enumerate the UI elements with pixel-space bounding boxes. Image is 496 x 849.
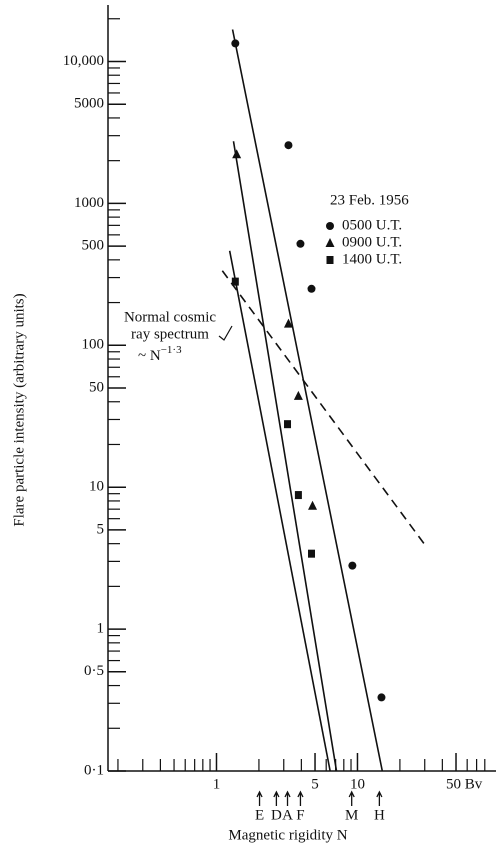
annotation-formula: ~ N−1·3 xyxy=(138,344,182,365)
y-tick-label: 500 xyxy=(82,238,105,254)
x-axis-label: Magnetic rigidity N xyxy=(228,827,347,843)
annotation-line: Normal cosmic xyxy=(124,309,216,325)
y-tick-label: 10 xyxy=(89,479,104,495)
x-tick-label: 10 xyxy=(350,776,365,792)
marker xyxy=(307,284,316,293)
rigidity-label: A xyxy=(282,807,293,823)
rigidity-label: M xyxy=(345,807,358,823)
y-tick-label: 0·1 xyxy=(84,762,104,778)
marker xyxy=(377,693,386,702)
formula: ~ N xyxy=(138,348,161,364)
rigidity-arrow xyxy=(273,790,280,806)
marker xyxy=(232,149,242,159)
marker xyxy=(296,239,305,248)
y-tick-label: 0·5 xyxy=(84,663,104,679)
y-tick-label: 100 xyxy=(82,337,105,353)
legend-marker xyxy=(326,222,334,230)
marker xyxy=(284,141,293,150)
rigidity-label: E xyxy=(255,807,264,823)
x-tick-label: 5 xyxy=(311,776,319,792)
y-axis-label: Flare particle intensity (arbitrary unit… xyxy=(11,293,27,526)
marker xyxy=(284,420,292,429)
fit-line xyxy=(231,29,384,772)
marker xyxy=(308,500,318,510)
legend-label: 0500 U.T. xyxy=(342,217,402,233)
exponent: −1·3 xyxy=(161,344,182,356)
rigidity-arrow xyxy=(284,790,291,806)
marker xyxy=(348,561,357,570)
rigidity-arrow xyxy=(376,790,383,806)
rigidity-arrow xyxy=(256,790,263,806)
marker xyxy=(231,39,240,48)
marker xyxy=(293,390,303,400)
rigidity-arrow xyxy=(348,790,355,806)
y-tick-label: 1000 xyxy=(74,195,104,211)
reference-line xyxy=(221,270,427,547)
annotation-pointer xyxy=(218,325,233,341)
marker xyxy=(283,318,293,328)
marker xyxy=(308,549,316,558)
y-tick-label: 50 xyxy=(89,379,104,395)
y-tick-label: 10,000 xyxy=(63,53,104,69)
rigidity-arrow xyxy=(297,790,304,806)
fit-line xyxy=(228,250,331,772)
rigidity-label: D xyxy=(271,807,282,823)
legend-marker xyxy=(325,238,335,247)
y-tick-label: 5 xyxy=(97,521,105,537)
legend-title: 23 Feb. 1956 xyxy=(330,192,409,208)
y-tick-label: 5000 xyxy=(74,96,104,112)
legend-label: 1400 U.T. xyxy=(342,251,402,267)
rigidity-label: H xyxy=(374,807,385,823)
annotation-line: ray spectrum xyxy=(131,326,209,342)
fit-line xyxy=(232,141,338,772)
x-tick-label: 50 Bv xyxy=(446,776,483,792)
marker xyxy=(294,491,302,500)
x-tick-label: 1 xyxy=(213,776,221,792)
legend-marker xyxy=(326,256,334,264)
y-tick-label: 1 xyxy=(97,621,105,637)
rigidity-label: F xyxy=(296,807,304,823)
legend-label: 0900 U.T. xyxy=(342,234,402,250)
marker xyxy=(231,277,239,286)
